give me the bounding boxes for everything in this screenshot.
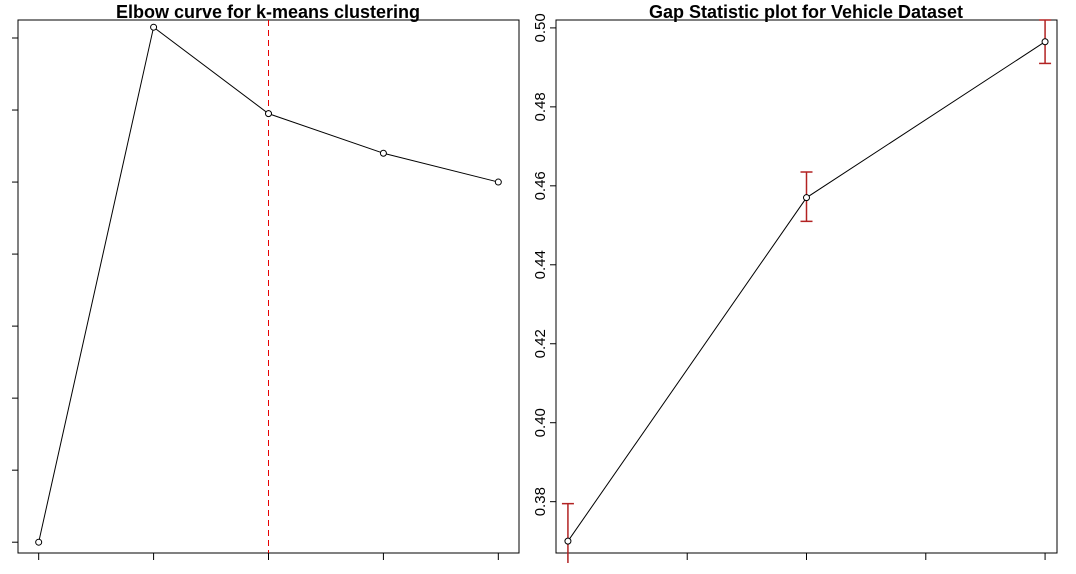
gap-plot-frame	[555, 19, 1058, 554]
elbow-series	[35, 23, 502, 546]
gap-data-point	[803, 194, 810, 202]
gap-series-line	[567, 41, 1046, 542]
elbow-x-axis	[38, 553, 499, 560]
elbow-data-point	[265, 110, 272, 118]
gap-x-axis	[567, 553, 1046, 560]
elbow-data-point	[35, 538, 43, 546]
elbow-data-point	[379, 149, 387, 157]
gap-y-axis: 0.38 0.40 0.42 0.44 0.46 0.48 0.50	[532, 13, 556, 516]
gap-plot-title: Gap Statistic plot for Vehicle Dataset	[649, 2, 963, 22]
gap-plot: Gap Statistic plot for Vehicle Dataset 0…	[532, 2, 1058, 563]
elbow-plot: Elbow curve for k-means clustering	[12, 2, 520, 560]
gap-y-tick-label: 0.44	[532, 250, 549, 279]
elbow-y-axis	[12, 37, 18, 543]
elbow-data-point	[494, 178, 502, 186]
gap-y-tick-label: 0.38	[532, 487, 549, 516]
gap-series	[564, 38, 1049, 545]
gap-data-point	[1041, 38, 1049, 46]
gap-error-bars	[561, 19, 1052, 563]
gap-y-tick-label: 0.50	[532, 13, 549, 42]
gap-y-tick-label: 0.48	[532, 92, 549, 121]
gap-y-tick-label: 0.46	[532, 171, 549, 200]
elbow-plot-title: Elbow curve for k-means clustering	[116, 2, 420, 22]
gap-y-tick-label: 0.40	[532, 408, 549, 437]
gap-y-tick-label: 0.42	[532, 329, 549, 358]
gap-data-point	[564, 537, 572, 545]
elbow-data-point	[150, 23, 158, 31]
